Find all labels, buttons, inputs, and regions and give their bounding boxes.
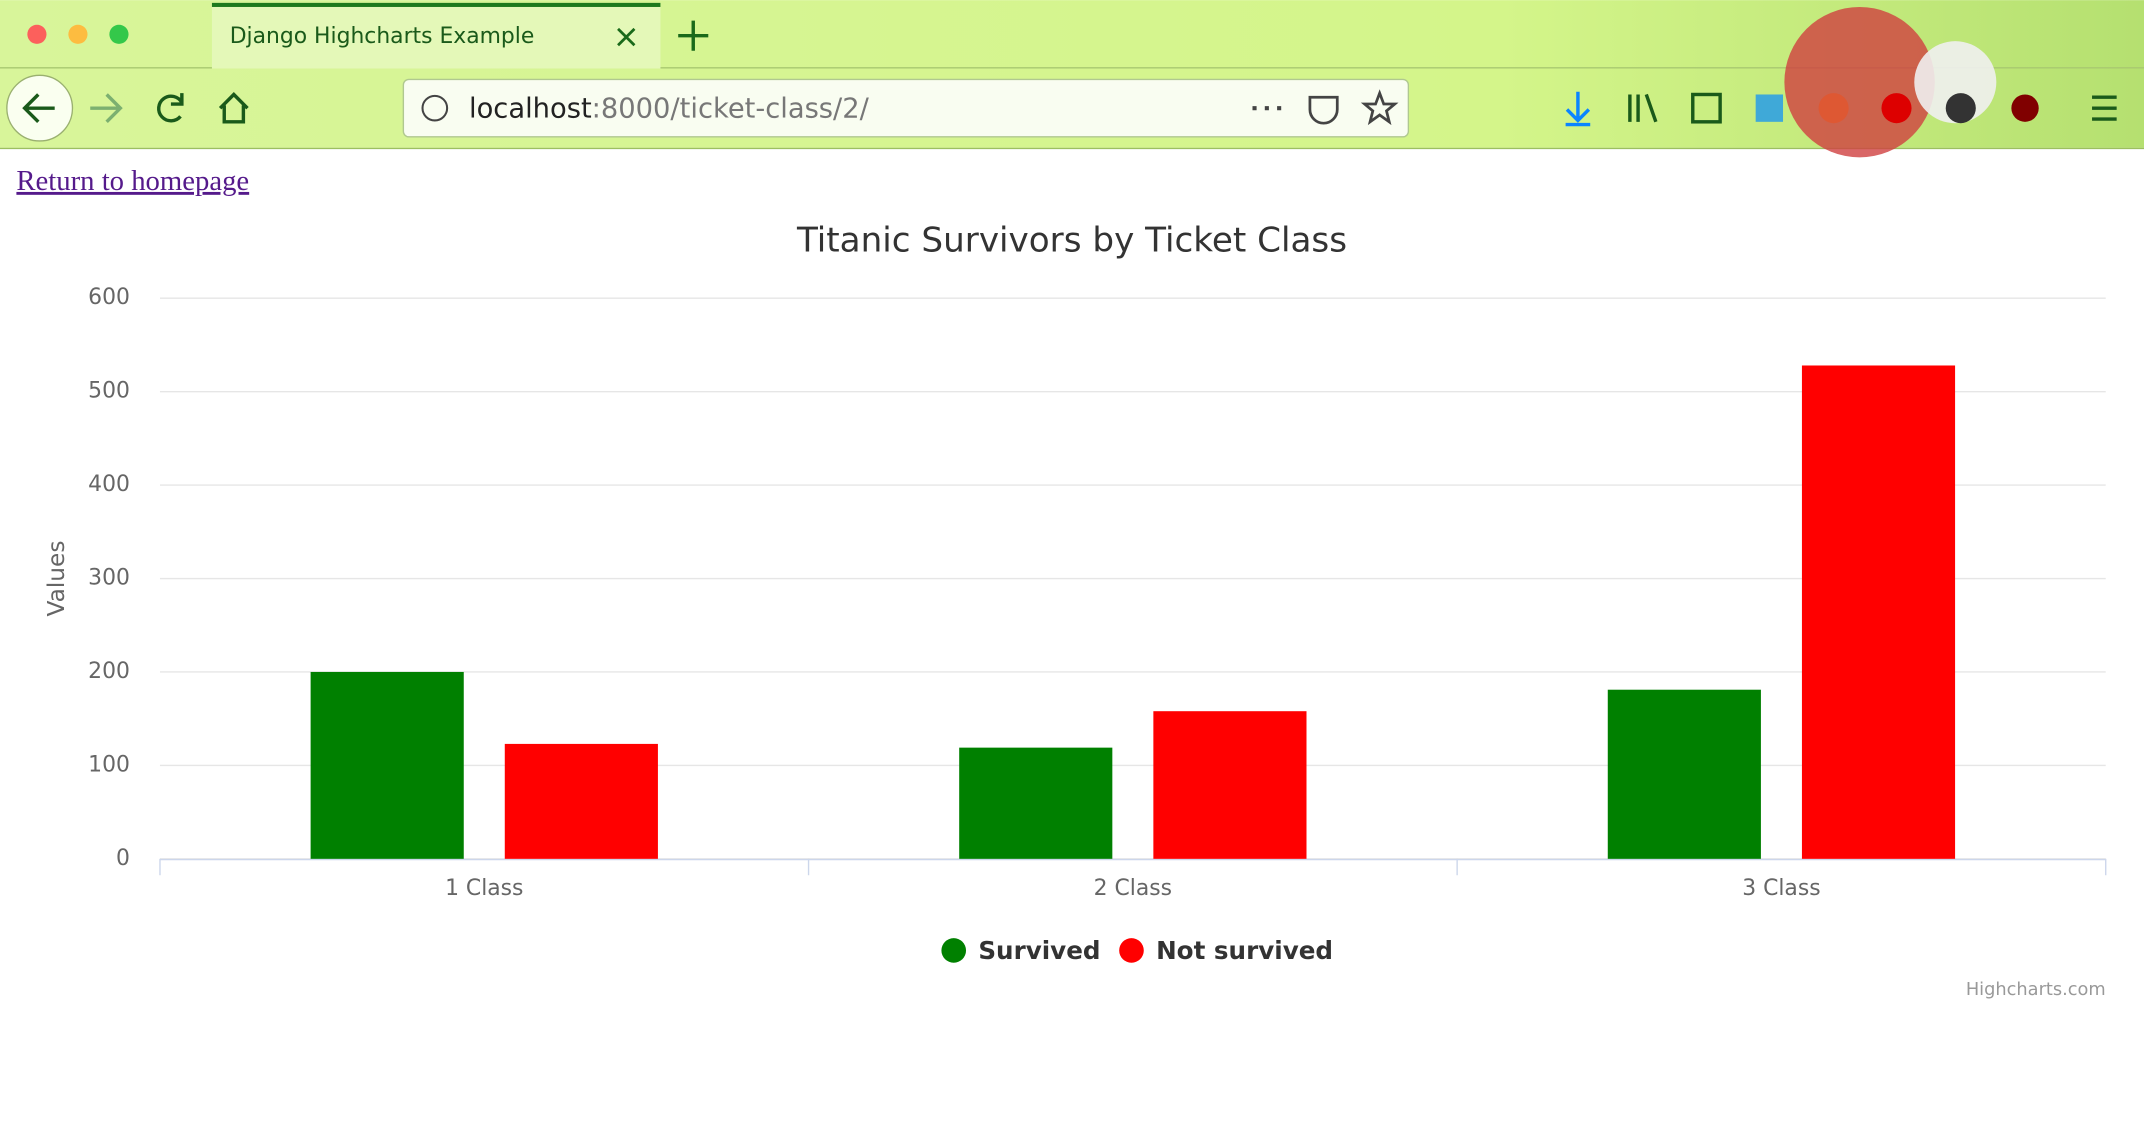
url-host: localhost <box>469 93 592 124</box>
url: localhost:8000/ticket-class/2/ <box>469 93 870 124</box>
pocket[interactable] <box>1308 95 1339 125</box>
bookmark-star[interactable] <box>1360 89 1399 126</box>
back-icon <box>22 93 55 124</box>
legend-symbol[interactable] <box>941 938 967 963</box>
zoom-window[interactable] <box>109 24 129 44</box>
x-tick-label: 2 Class <box>1094 876 1172 901</box>
bar[interactable] <box>1801 365 1956 859</box>
url-path: :8000/ticket-class/2/ <box>592 93 870 124</box>
legend-symbol[interactable] <box>1119 938 1144 963</box>
tab-title: Django Highcharts Example <box>230 24 535 49</box>
home-button[interactable] <box>218 92 249 124</box>
legend-label[interactable]: Not survived <box>1156 936 1333 965</box>
url-bar[interactable] <box>402 78 1410 138</box>
y-tick-label: 500 <box>88 379 130 404</box>
bar[interactable] <box>310 671 464 859</box>
y-axis-title: Values <box>43 541 70 617</box>
minimize-window[interactable] <box>68 24 88 44</box>
y-tick-label: 300 <box>88 566 130 591</box>
homepage-link[interactable]: Return to homepage <box>16 165 249 197</box>
y-tick-label: 0 <box>116 846 130 871</box>
ddg-ext[interactable] <box>1818 93 1849 124</box>
bar[interactable] <box>959 747 1113 859</box>
theme-art <box>1784 6 1935 158</box>
bar[interactable] <box>504 743 658 859</box>
downloads[interactable] <box>1565 91 1591 127</box>
y-tick-label: 200 <box>88 659 130 684</box>
theme-art <box>1914 41 1997 124</box>
save-ext[interactable] <box>1755 94 1784 122</box>
forward-button[interactable] <box>90 93 123 124</box>
reload-button[interactable] <box>157 93 184 123</box>
y-tick-label: 600 <box>88 285 130 310</box>
ublock-ext[interactable] <box>2011 94 2039 122</box>
bar[interactable] <box>1153 711 1307 859</box>
tab[interactable] <box>211 2 661 69</box>
legend-label[interactable]: Survived <box>978 936 1100 965</box>
new-tab[interactable] <box>678 20 709 51</box>
sidebar[interactable] <box>1691 92 1722 124</box>
menu[interactable] <box>2092 95 2117 121</box>
x-tick-label: 3 Class <box>1742 876 1820 901</box>
x-tick-label: 1 Class <box>445 876 523 901</box>
tab-close[interactable] <box>617 27 636 47</box>
chart-title: Titanic Survivors by Ticket Class <box>796 221 1347 261</box>
y-tick-label: 400 <box>88 472 130 497</box>
y-tick-label: 100 <box>88 752 130 777</box>
site-info[interactable] <box>421 94 449 122</box>
close-window[interactable] <box>27 24 47 44</box>
abp-ext[interactable] <box>1881 93 1912 124</box>
credits[interactable]: Highcharts.com <box>1966 980 2106 1000</box>
tab-indicator <box>211 2 661 7</box>
ext[interactable] <box>1945 93 1976 124</box>
bar[interactable] <box>1607 689 1761 859</box>
library[interactable] <box>1628 93 1658 123</box>
